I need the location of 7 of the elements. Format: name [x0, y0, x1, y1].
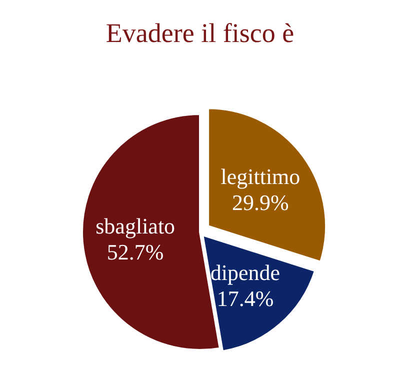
data-label: 52.7% [106, 240, 164, 264]
slice-label: legittimo [220, 164, 300, 189]
slice-label: sbagliato [96, 214, 176, 238]
slice-label: dipende [210, 260, 280, 285]
data-label: 17.4% [216, 286, 274, 311]
chart-title: Evadere il fisco è [106, 18, 294, 48]
data-label: 29.9% [232, 190, 289, 215]
